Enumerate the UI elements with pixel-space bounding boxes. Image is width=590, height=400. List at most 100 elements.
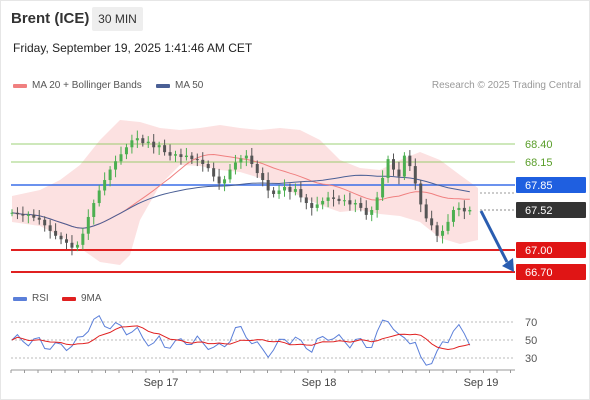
- candle-bearish: [332, 197, 336, 199]
- forecast-arrow-shaft: [479, 210, 509, 263]
- candle-bearish: [141, 138, 145, 144]
- candle-bearish: [462, 207, 466, 212]
- rsi-tick-label: 30: [525, 353, 537, 365]
- chart-datetime: Friday, September 19, 2025 1:41:46 AM CE…: [13, 41, 253, 55]
- candle-bullish: [135, 138, 139, 141]
- candle-bullish: [103, 180, 107, 191]
- level-label-box: [516, 177, 586, 193]
- candle-bullish: [157, 145, 161, 148]
- level-label-resistance: 68.40: [525, 139, 553, 151]
- candle-bullish: [86, 216, 90, 234]
- instrument-title: Brent (ICE): [11, 10, 90, 27]
- candle-bearish: [299, 189, 303, 198]
- level-label-pivot: 67.85: [525, 180, 553, 192]
- legend-ma50: MA 50: [156, 80, 203, 91]
- candle-bullish: [146, 141, 150, 144]
- candle-bearish: [15, 212, 19, 215]
- rsi-tick-label: 50: [525, 335, 537, 347]
- level-label-box: [516, 242, 586, 258]
- candle-bearish: [430, 218, 434, 226]
- candle-bullish: [402, 155, 406, 177]
- level-label-last-price: 67.52: [525, 205, 553, 217]
- time-axis-label: Sep 17: [144, 377, 179, 389]
- candle-bullish: [130, 140, 134, 148]
- legend-rsi: RSI: [13, 293, 49, 304]
- legend-label: MA 50: [175, 80, 204, 91]
- candle-bullish: [381, 177, 385, 198]
- candle-bearish: [424, 204, 428, 219]
- candle-bullish: [223, 179, 227, 184]
- candle-bearish: [179, 154, 183, 158]
- candle-bullish: [353, 203, 357, 205]
- candle-bearish: [288, 186, 292, 192]
- candle-bullish: [321, 200, 325, 205]
- rsi-line: [11, 314, 471, 366]
- legend-swatch: [62, 296, 76, 301]
- legend-ma20-bollinger: MA 20 + Bollinger Bands: [13, 80, 142, 91]
- candle-bearish: [217, 176, 221, 184]
- candle-bearish: [37, 217, 41, 220]
- bollinger-band-area: [12, 120, 478, 265]
- time-axis-label: Sep 19: [464, 377, 499, 389]
- candle-bearish: [261, 173, 265, 181]
- candle-bearish: [255, 163, 259, 174]
- candle-bullish: [124, 147, 128, 155]
- candle-bullish: [446, 221, 450, 231]
- candle-bullish: [244, 155, 248, 159]
- candle-bearish: [392, 159, 395, 170]
- candle-bullish: [451, 210, 455, 222]
- candle-bullish: [239, 158, 243, 163]
- candle-bullish: [457, 207, 461, 210]
- rsi-9ma-line: [11, 325, 470, 351]
- candle-bullish: [10, 212, 14, 214]
- candle-bearish: [54, 230, 58, 236]
- bollinger-bands: [12, 120, 478, 265]
- candle-bearish: [190, 155, 194, 160]
- candle-bullish: [228, 169, 232, 180]
- candle-bearish: [413, 166, 417, 184]
- candle-bearish: [266, 180, 270, 191]
- candle-bullish: [468, 210, 472, 212]
- candle-bearish: [310, 203, 314, 208]
- candle-bullish: [108, 169, 112, 181]
- candle-bullish: [283, 186, 286, 191]
- candle-bearish: [163, 145, 167, 153]
- candle-bullish: [75, 244, 79, 248]
- legend-9ma: 9MA: [62, 293, 102, 304]
- candle-bullish: [114, 161, 118, 170]
- candle-bearish: [21, 214, 25, 216]
- candle-bullish: [174, 154, 177, 156]
- candle-bullish: [119, 154, 123, 162]
- candle-bullish: [375, 197, 379, 210]
- legend-label: MA 20 + Bollinger Bands: [32, 80, 142, 91]
- candle-bearish: [59, 235, 63, 240]
- legend-label: 9MA: [81, 293, 102, 304]
- level-label-resistance: 68.15: [525, 157, 553, 169]
- candle-bearish: [168, 152, 172, 156]
- candle-bearish: [48, 225, 52, 231]
- candle-bearish: [206, 163, 210, 169]
- candle-bearish: [348, 200, 352, 205]
- candle-bearish: [337, 198, 341, 201]
- candle-bullish: [277, 190, 281, 194]
- legend-swatch: [13, 296, 27, 301]
- candle-bearish: [419, 183, 423, 205]
- candle-bearish: [435, 225, 439, 236]
- candle-bullish: [326, 197, 330, 201]
- candle-bullish: [370, 210, 374, 215]
- candle-bullish: [26, 214, 30, 216]
- candle-bearish: [250, 155, 254, 164]
- candle-bearish: [212, 168, 216, 177]
- timeframe-badge[interactable]: 30 MIN: [92, 7, 143, 31]
- candle-bearish: [272, 190, 276, 194]
- level-label-box: [516, 202, 586, 218]
- copyright-notice: Research © 2025 Trading Central: [431, 80, 581, 91]
- candle-bearish: [408, 155, 412, 167]
- forecast-arrow: [479, 210, 514, 272]
- candle-bearish: [152, 141, 156, 148]
- candle-bearish: [65, 239, 68, 243]
- legend-label: RSI: [32, 293, 49, 304]
- legend-swatch: [156, 83, 170, 88]
- legend-swatch: [13, 83, 27, 88]
